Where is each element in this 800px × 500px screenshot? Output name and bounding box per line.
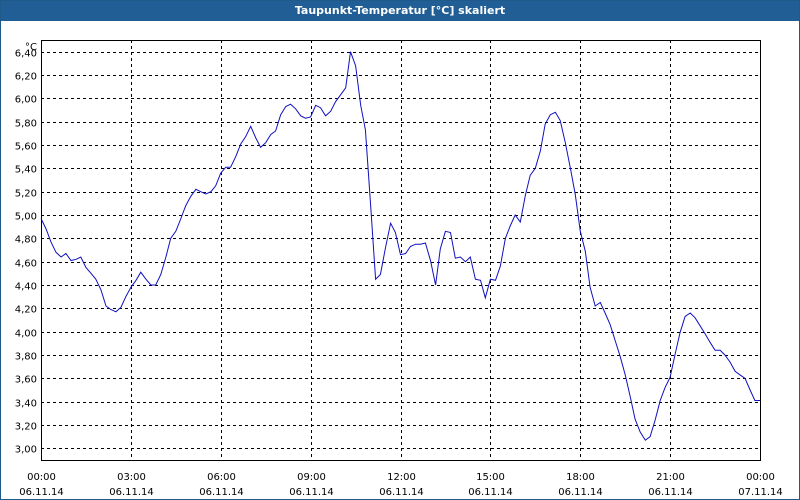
y-tick-label: 5,60 — [15, 142, 37, 153]
x-tick-date: 06.11.14 — [109, 487, 154, 498]
series-line — [40, 51, 760, 441]
y-axis-unit: °C — [25, 42, 37, 53]
x-axis: 00:00 06.11.14 03:00 06.11.14 06:00 06.11.14 0… — [19, 472, 783, 498]
y-tick-label: 4,80 — [15, 235, 37, 246]
x-tick-time: 21:00 — [656, 472, 685, 483]
x-tick-time: 09:00 — [297, 472, 326, 483]
chart-title: Taupunkt-Temperatur [°C] skaliert — [1, 1, 799, 21]
x-tick-time: 00:00 — [746, 472, 775, 483]
plot-area — [41, 40, 761, 461]
y-tick-label: 5,20 — [15, 189, 37, 200]
x-tick-time: 15:00 — [476, 472, 505, 483]
x-tick-time: 12:00 — [387, 472, 416, 483]
y-tick-label: 3,80 — [15, 352, 37, 363]
x-tick-time: 00:00 — [27, 472, 56, 483]
y-tick-label: 6,00 — [15, 95, 37, 106]
y-tick-label: 4,40 — [15, 282, 37, 293]
grid — [41, 40, 760, 460]
y-tick-label: 4,20 — [15, 305, 37, 316]
x-tick-date: 06.11.14 — [648, 487, 693, 498]
y-tick-label: 5,40 — [15, 165, 37, 176]
x-tick-date: 06.11.14 — [379, 487, 424, 498]
y-tick-label: 5,00 — [15, 212, 37, 223]
y-tick-label: 4,00 — [15, 329, 37, 340]
x-tick-time: 18:00 — [566, 472, 595, 483]
x-tick-date: 07.11.14 — [738, 487, 783, 498]
x-tick-time: 03:00 — [117, 472, 146, 483]
y-tick-label: 3,40 — [15, 399, 37, 410]
x-tick-date: 06.11.14 — [558, 487, 603, 498]
y-tick-label: 6,40 — [15, 49, 37, 60]
y-tick-label: 3,60 — [15, 375, 37, 386]
x-tick-date: 06.11.14 — [19, 487, 64, 498]
x-tick-date: 06.11.14 — [468, 487, 513, 498]
y-tick-label: 3,20 — [15, 422, 37, 433]
y-tick-label: 5,80 — [15, 119, 37, 130]
y-tick-label: 4,60 — [15, 259, 37, 270]
x-tick-date: 06.11.14 — [289, 487, 334, 498]
y-tick-label: 6,20 — [15, 72, 37, 83]
y-tick-label: 3,00 — [15, 445, 37, 456]
x-tick-date: 06.11.14 — [199, 487, 244, 498]
y-axis: 3,00 3,20 3,40 3,60 3,80 4,00 4,20 4,40 4,60 4,80… — [15, 49, 37, 456]
x-tick-time: 06:00 — [207, 472, 236, 483]
